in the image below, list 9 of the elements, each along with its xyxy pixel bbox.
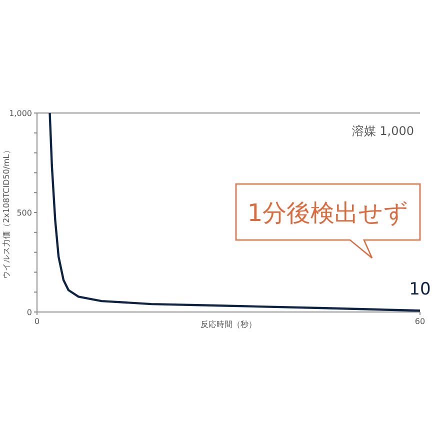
y-axis-title: ウイルス力価（2x108TCID50/mL） (2, 146, 11, 279)
annotation: 1分後検出せず (247, 199, 409, 227)
ref-line-label: 溶媒 1,000 (352, 124, 414, 138)
x-axis-title: 反応時間（秒） (200, 320, 256, 329)
series-label: 10 (409, 280, 431, 300)
y-tick-label: 0 (26, 308, 32, 317)
x-tick-label: 60 (414, 317, 426, 326)
y-tick-label: 500 (16, 208, 32, 218)
y-tick-label: 1,000 (9, 109, 32, 118)
